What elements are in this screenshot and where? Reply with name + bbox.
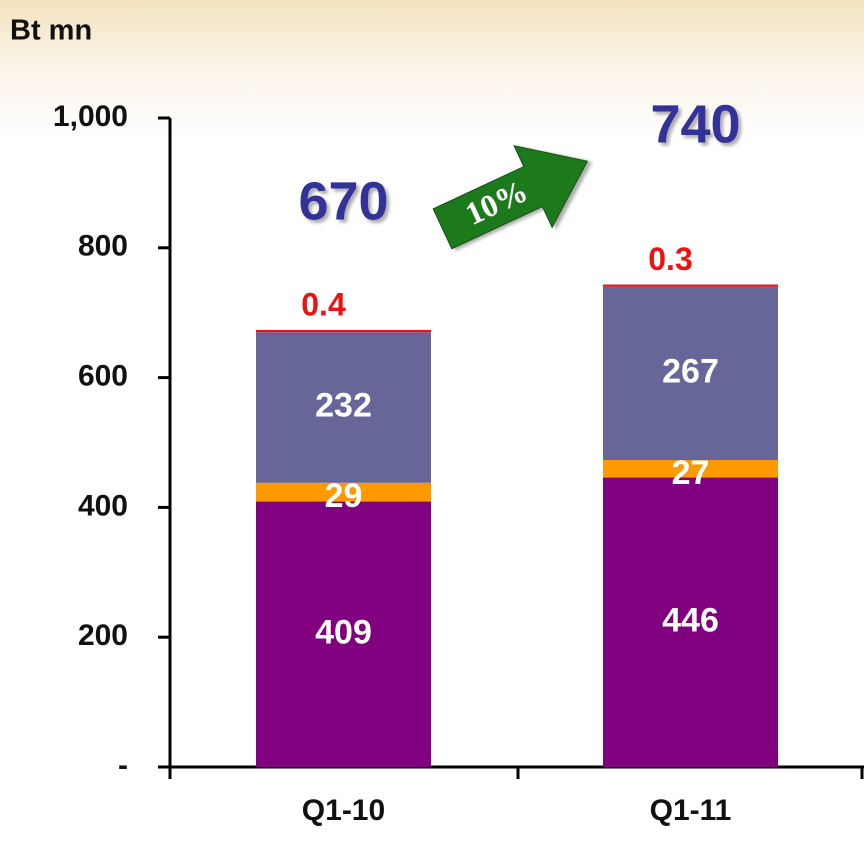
y-axis-label: Bt mn [10, 15, 92, 47]
bar-segment [256, 501, 431, 767]
bar-segment [603, 286, 778, 461]
y-tick-label: 200 [78, 619, 128, 652]
total-label: 740 [650, 94, 740, 154]
data-label: 267 [662, 352, 719, 390]
y-tick-label: 1,000 [53, 100, 128, 133]
bar-segment [603, 460, 778, 478]
growth-arrow: 10% [432, 145, 589, 250]
total-label: 670 [298, 171, 388, 231]
data-label: 446 [662, 601, 719, 639]
data-label: 27 [672, 454, 710, 492]
x-tick-label: Q1-11 [650, 794, 732, 827]
bar-segment [256, 329, 431, 333]
y-tick-label: 400 [78, 489, 128, 522]
bar-segment [256, 482, 431, 502]
data-label: 29 [325, 477, 363, 515]
bar-segment [256, 332, 431, 483]
bar-segment [603, 477, 778, 767]
y-tick-label: 800 [78, 230, 128, 263]
data-label: 0.4 [301, 286, 346, 322]
data-label: 409 [315, 613, 372, 651]
bar-segment [603, 284, 778, 287]
data-label: 0.3 [648, 241, 692, 277]
y-tick-label: - [118, 749, 128, 782]
y-tick-label: 600 [78, 360, 128, 393]
data-label: 232 [315, 386, 372, 424]
x-tick-label: Q1-10 [302, 794, 385, 827]
